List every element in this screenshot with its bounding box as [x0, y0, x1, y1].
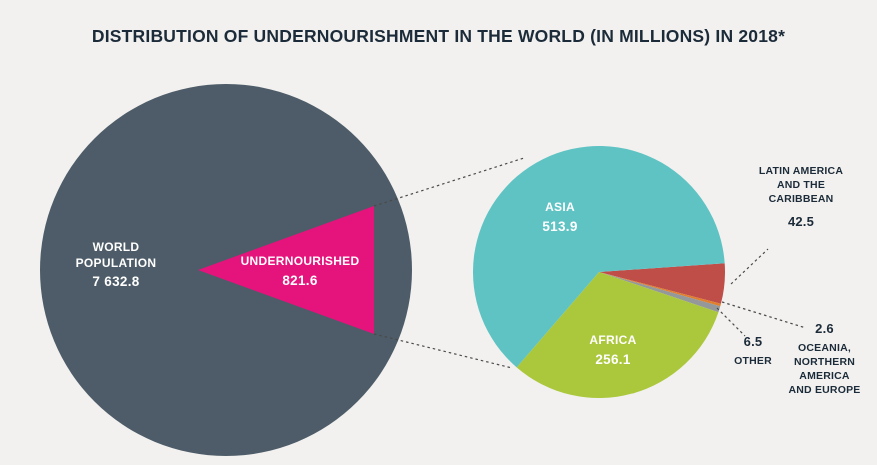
- pie-slice-other: [599, 272, 721, 313]
- asia-value: 513.9: [542, 218, 578, 234]
- asia-slice-label: ASIA 513.9: [500, 200, 620, 234]
- oceania-value: 2.6: [815, 321, 834, 336]
- latin-america-callout: LATIN AMERICA AND THE CARIBBEAN 42.5: [737, 165, 865, 229]
- latin-america-value: 42.5: [787, 213, 815, 229]
- asia-name: ASIA: [545, 200, 575, 214]
- undernourished-name: UNDERNOURISHED: [240, 254, 360, 268]
- world-population-label: WORLD POPULATION 7 632.8: [36, 240, 196, 289]
- africa-value: 256.1: [595, 351, 631, 367]
- other-value: 6.5: [743, 334, 763, 349]
- callout-line-other: [716, 307, 746, 337]
- undernourished-value: 821.6: [282, 272, 318, 288]
- africa-slice-label: AFRICA 256.1: [553, 333, 673, 367]
- page-title: DISTRIBUTION OF UNDERNOURISHMENT IN THE …: [91, 26, 786, 46]
- africa-name: AFRICA: [589, 333, 637, 347]
- latin-america-name: LATIN AMERICA AND THE CARIBBEAN: [758, 165, 844, 205]
- undernourished-label: UNDERNOURISHED 821.6: [232, 254, 368, 288]
- world-population-value: 7 632.8: [92, 274, 140, 290]
- world-population-name: WORLD POPULATION: [75, 240, 157, 270]
- other-name: OTHER: [734, 355, 772, 367]
- oceania-callout: 2.6 OCEANIA, NORTHERN AMERICA AND EUROPE: [776, 321, 873, 397]
- other-callout: 6.5 OTHER: [722, 334, 784, 369]
- oceania-name: OCEANIA, NORTHERN AMERICA AND EUROPE: [788, 342, 861, 396]
- pie-slice-oceania-northern-america-and-europe: [599, 272, 721, 307]
- callout-line-latin-america: [730, 248, 769, 285]
- pie-slice-latin-america-and-the-caribbean: [599, 263, 725, 304]
